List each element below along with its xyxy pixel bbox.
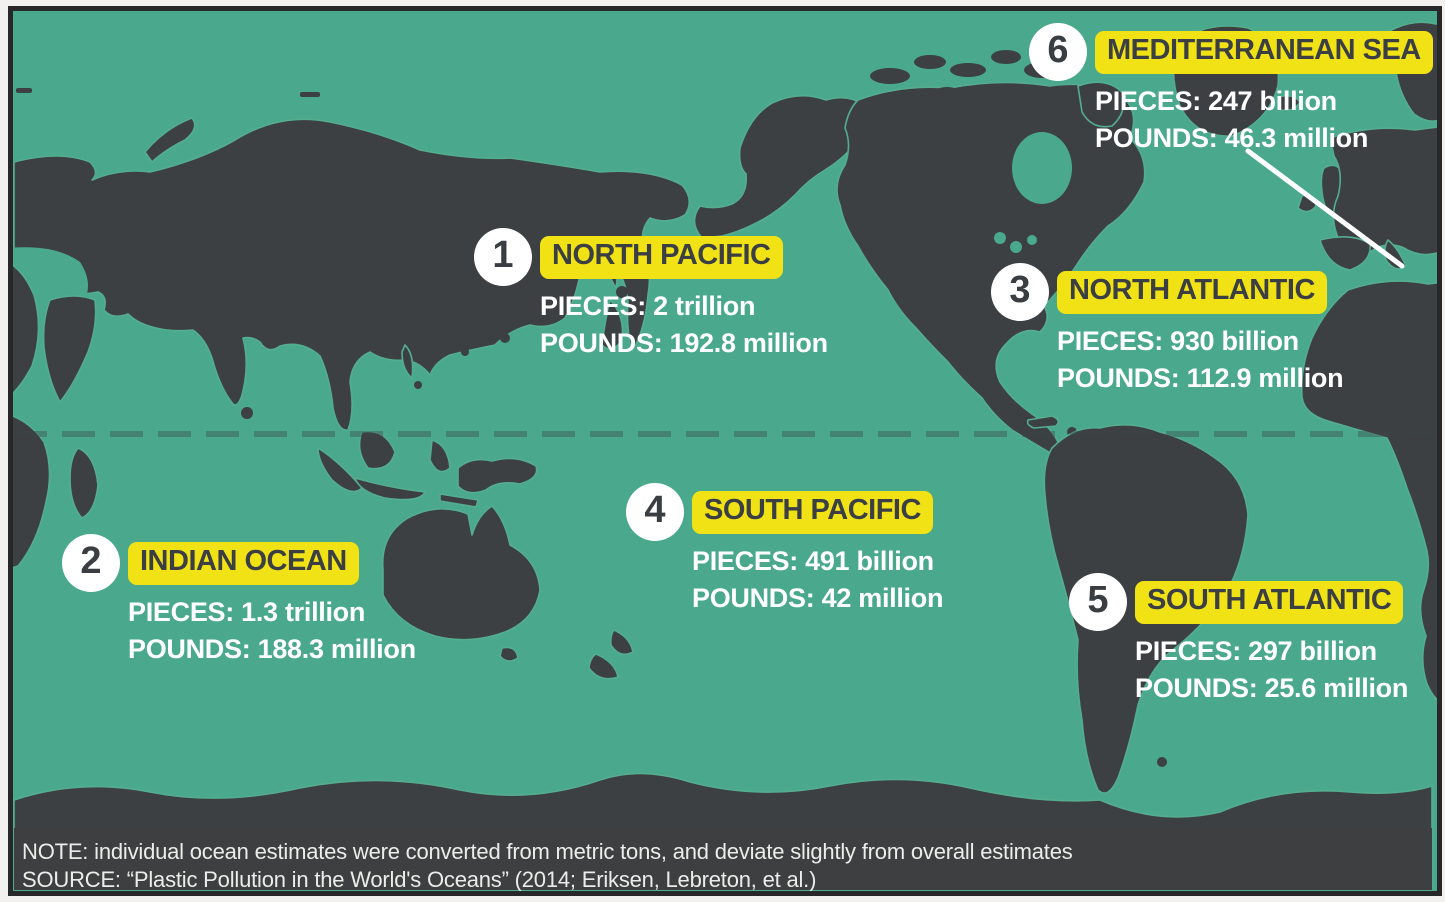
- islands-falkland: [1157, 757, 1167, 767]
- source-text: SOURCE: “Plastic Pollution in the World'…: [22, 867, 817, 892]
- island-new-guinea: [457, 457, 538, 494]
- island-taiwan: [500, 333, 510, 343]
- callout-mediterranean-sea: 6 MEDITERRANEAN SEA PIECES: 247 billion …: [1029, 23, 1433, 157]
- island-iceland: [1275, 94, 1301, 112]
- region-number-badge: 3: [991, 263, 1049, 321]
- region-number-badge: 2: [62, 534, 120, 592]
- region-name-label: NORTH ATLANTIC: [1057, 271, 1327, 314]
- callout-indian-ocean: 2 INDIAN OCEAN PIECES: 1.3 trillion POUN…: [62, 534, 416, 668]
- great-lakes: [994, 232, 1037, 253]
- island-sri-lanka: [241, 407, 253, 419]
- pieces-stat: PIECES: 491 billion: [692, 546, 934, 576]
- callout-south-pacific: 4 SOUTH PACIFIC PIECES: 491 billion POUN…: [626, 483, 943, 617]
- pounds-stat: POUNDS: 25.6 million: [1135, 673, 1409, 703]
- landmass-italy: [1384, 239, 1407, 270]
- pounds-stat: POUNDS: 112.9 million: [1057, 363, 1344, 393]
- region-number-badge: 1: [474, 228, 532, 286]
- pounds-stat: POUNDS: 42 million: [692, 583, 944, 613]
- region-number-badge: 4: [626, 483, 684, 541]
- landmass-europe: [1329, 125, 1445, 256]
- pieces-stat: PIECES: 1.3 trillion: [128, 597, 366, 627]
- region-number-badge: 5: [1069, 573, 1127, 631]
- landmass-australia: [381, 505, 541, 641]
- islands-new-zealand: [588, 629, 634, 680]
- footer-band: [14, 828, 1432, 890]
- island-madagascar: [69, 447, 99, 519]
- island-novaya-zemlya: [144, 117, 196, 163]
- pounds-stat: POUNDS: 188.3 million: [128, 634, 416, 664]
- callout-north-pacific: 1 NORTH PACIFIC PIECES: 2 trillion POUND…: [474, 228, 828, 362]
- island-tasmania: [499, 646, 519, 662]
- landmass-iberia: [1319, 236, 1371, 271]
- region-name-label: MEDITERRANEAN SEA: [1095, 31, 1433, 74]
- landmass-alaska: [693, 94, 867, 239]
- region-name-label: SOUTH PACIFIC: [692, 491, 933, 534]
- region-name-label: NORTH PACIFIC: [540, 236, 783, 279]
- callout-north-atlantic: 3 NORTH ATLANTIC PIECES: 930 billion POU…: [991, 263, 1344, 397]
- island-hainan: [461, 348, 469, 356]
- callout-south-atlantic: 5 SOUTH ATLANTIC PIECES: 297 billion POU…: [1069, 573, 1408, 707]
- region-name-label: SOUTH ATLANTIC: [1135, 581, 1404, 624]
- mediterranean-pointer-line: [1245, 148, 1405, 269]
- pounds-stat: POUNDS: 192.8 million: [540, 328, 828, 358]
- region-name-label: INDIAN OCEAN: [128, 542, 359, 585]
- hudson-bay: [1012, 132, 1072, 204]
- pieces-stat: PIECES: 2 trillion: [540, 291, 756, 321]
- islands-southeast-asia: [317, 344, 479, 508]
- landmass-eurasia: [13, 118, 691, 431]
- pieces-stat: PIECES: 297 billion: [1135, 636, 1377, 666]
- pieces-stat: PIECES: 247 billion: [1095, 86, 1337, 116]
- islands-arctic-specks: [16, 88, 320, 97]
- note-text: NOTE: individual ocean estimates were co…: [22, 839, 1073, 864]
- landmass-arabia: [42, 295, 97, 403]
- region-number-badge: 6: [1029, 23, 1087, 81]
- landmass-africa: [1300, 280, 1445, 705]
- pieces-stat: PIECES: 930 billion: [1057, 326, 1299, 356]
- island-hokkaido: [616, 286, 628, 298]
- pounds-stat: POUNDS: 46.3 million: [1095, 123, 1369, 153]
- islands-japan: [601, 299, 624, 350]
